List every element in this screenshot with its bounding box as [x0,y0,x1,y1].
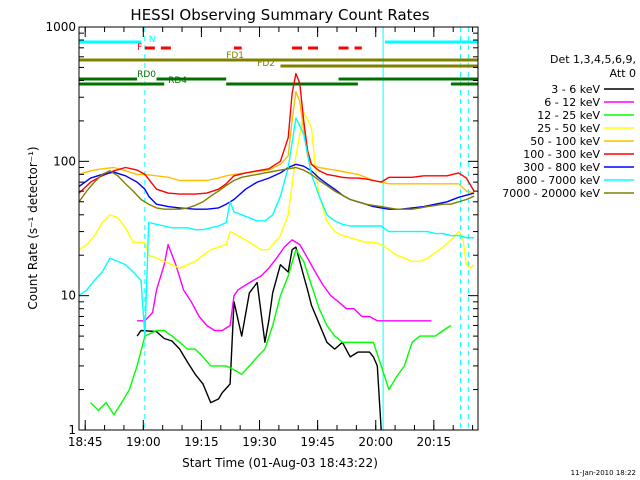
flag-label-f: F [137,43,142,53]
legend-label-5: 100 - 300 keV [523,148,600,161]
x-tick-label: 19:00 [126,435,161,449]
series-line-3 [78,112,475,269]
plot-area: NF FD1 FD2 RD0 RD4 1 10 100 1000 18:45 19:00 19:15 1… [45,20,479,449]
series-line-5 [78,72,475,195]
y-tick-label: 1000 [45,20,76,34]
legend-label-7: 800 - 7000 keV [516,174,600,187]
legend-label-2: 12 - 25 keV [537,109,600,122]
flag-label-n: N [149,35,156,45]
x-tick-label: 19:30 [242,435,277,449]
x-axis-label: Start Time (01-Aug-03 18:43:22) [182,456,378,470]
legend-label-0: 3 - 6 keV [551,83,600,96]
x-tick-label: 18:45 [68,435,103,449]
series-line-2 [90,249,452,416]
y-axis-label: Count Rate (s⁻¹ detector⁻¹) [26,146,40,309]
x-tick-label: 20:00 [358,435,393,449]
flag-label-rd4: RD4 [168,76,187,86]
series-line-1 [137,239,432,332]
legend-header-line-2: Att 0 [610,67,636,80]
flag-label-fd2: FD2 [257,59,275,69]
x-tick-label: 20:15 [417,435,452,449]
y-tick-label: 100 [53,154,76,168]
series-line-4 [78,91,475,194]
y-tick-label: 10 [61,289,76,303]
legend-label-6: 300 - 800 keV [523,161,600,174]
legend-label-4: 50 - 100 keV [530,135,600,148]
chart-title: HESSI Observing Summary Count Rates [130,6,429,24]
series-line-0 [136,246,382,431]
legend-label-1: 6 - 12 keV [544,96,600,109]
legend-label-8: 7000 - 20000 keV [502,187,600,200]
x-tick-label: 19:45 [300,435,335,449]
series-line-8 [78,166,475,210]
series-line-7 [78,117,475,337]
timestamp-label: 11-Jan-2010 18:22 [571,469,636,477]
x-tick-label: 19:15 [184,435,219,449]
flag-label-rd0: RD0 [137,70,156,80]
flag-label-fd1: FD1 [226,51,244,61]
y-tick-label: 1 [68,423,76,437]
legend-header-line-1: Det 1,3,4,5,6,9, [550,53,636,66]
legend-label-3: 25 - 50 keV [537,122,600,135]
